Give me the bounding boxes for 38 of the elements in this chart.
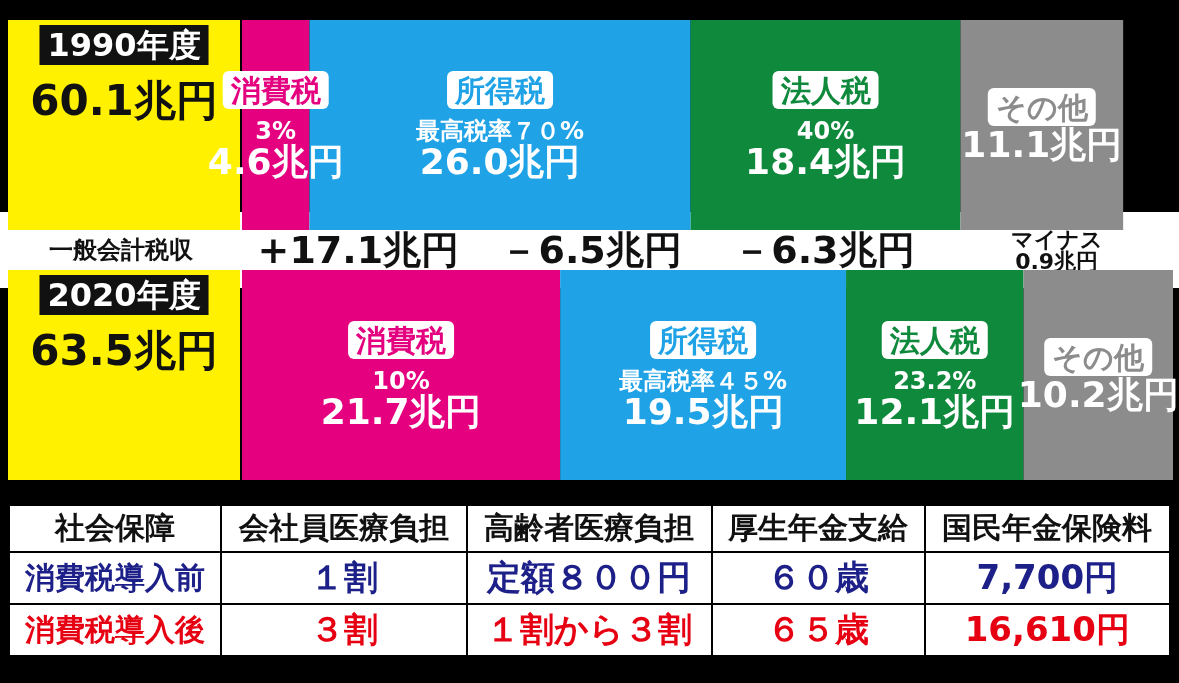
category-label: 厚生年金支給 [712, 505, 925, 552]
annotation: －6.5兆円 [500, 228, 682, 272]
data-label: 最高税率７０% 26.0兆円 [415, 117, 585, 182]
text: 所得税 [658, 322, 749, 358]
category-label: 国民年金保険料 [924, 505, 1170, 552]
category-label: 消費税導入後 [25, 611, 206, 647]
text: ６５歳 [767, 609, 870, 649]
text: 7,700円 [976, 557, 1119, 597]
text: 法人税 [780, 72, 871, 108]
total-label: 63.5兆円 [30, 325, 218, 375]
annotation: －6.3兆円 [733, 228, 915, 272]
text: 定額８００円 [487, 557, 692, 597]
category-label: 高齢者医療負担 [466, 505, 713, 552]
data-label: 23.2% 12.1兆円 [854, 367, 1016, 432]
bar [560, 270, 847, 480]
data-label: 40% 18.4兆円 [745, 117, 906, 182]
text: 一般会計税収 [49, 236, 194, 264]
text: その他 [995, 89, 1088, 125]
y-tick-label: 2020年度 [47, 276, 201, 314]
text: ６０歳 [767, 557, 870, 597]
text: １割 [310, 557, 379, 597]
series-label: 消費税 [229, 72, 321, 108]
text: ３割 [310, 609, 379, 649]
series-label: その他 [1052, 339, 1146, 375]
category-label: 消費税導入前 [25, 559, 206, 595]
text: 16,610円 [964, 609, 1130, 649]
data-label: 最高税率４５% 19.5兆円 [618, 367, 788, 432]
series-label: 所得税 [454, 72, 546, 108]
bar [690, 20, 961, 230]
text: 消費税 [356, 322, 447, 358]
data-label: 10% 21.7兆円 [320, 367, 482, 432]
text: 社会保障 [9, 505, 222, 552]
category-label: 会社員医療負担 [221, 505, 467, 552]
data-label: 11.1兆円 [961, 123, 1123, 165]
series-label: 法人税 [888, 322, 980, 358]
annotation: +17.1兆円 [257, 228, 460, 272]
text: １割から３割 [486, 609, 693, 649]
y-tick-label: 1990年度 [47, 26, 201, 64]
